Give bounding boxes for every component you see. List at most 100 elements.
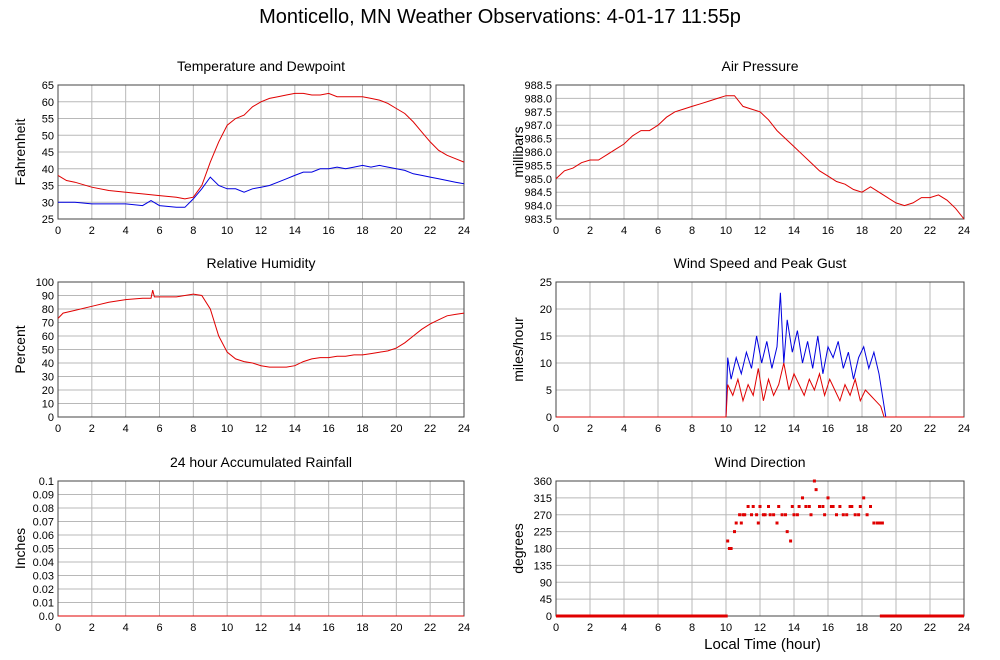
y-tick-label: 35 (42, 181, 54, 193)
y-tick-label: 90 (540, 577, 552, 589)
data-point (734, 521, 738, 525)
x-tick-label: 10 (720, 622, 732, 634)
data-point (758, 505, 762, 508)
y-tick-label: 60 (42, 331, 54, 343)
x-tick-label: 12 (255, 225, 267, 237)
x-tick-label: 10 (720, 423, 732, 435)
y-tick-label: 0.03 (33, 571, 54, 583)
data-point (726, 539, 730, 543)
x-tick-label: 0 (55, 622, 61, 634)
x-tick-label: 22 (924, 423, 936, 435)
y-tick-label: 0.1 (39, 476, 54, 488)
x-tick-label: 12 (754, 423, 766, 435)
chart-title: 24 hour Accumulated Rainfall (170, 454, 352, 470)
y-tick-label: 985.5 (524, 160, 552, 172)
y-tick-label: 30 (42, 197, 54, 209)
y-tick-label: 10 (42, 399, 54, 411)
x-tick-label: 2 (587, 423, 593, 435)
y-tick-label: 0 (48, 412, 54, 424)
plot-frame (555, 84, 965, 220)
x-tick-label: 22 (424, 622, 436, 634)
plot-frame (57, 281, 465, 418)
x-tick-label: 20 (890, 423, 902, 435)
x-tick-label: 0 (553, 225, 559, 237)
y-tick-label: 225 (534, 527, 552, 539)
x-tick-label: 16 (822, 225, 834, 237)
data-point (865, 513, 869, 517)
x-tick-label: 2 (587, 622, 593, 634)
x-tick-label: 6 (156, 225, 162, 237)
data-point (789, 539, 793, 543)
data-point (853, 513, 857, 517)
x-tick-label: 16 (822, 423, 834, 435)
y-tick-label: 270 (534, 510, 552, 522)
y-tick-label: 10 (540, 358, 552, 370)
y-axis-label: miles/hour (510, 317, 526, 382)
x-tick-label: 24 (458, 622, 470, 634)
data-point (739, 521, 743, 525)
y-tick-label: 20 (540, 304, 552, 316)
data-point (795, 513, 799, 517)
x-tick-label: 16 (323, 225, 335, 237)
data-point (743, 513, 747, 517)
data-point (823, 513, 827, 517)
data-point (751, 505, 755, 508)
x-tick-label: 8 (689, 423, 695, 435)
data-point (763, 513, 767, 517)
x-tick-label: 24 (458, 423, 470, 435)
y-tick-label: 984.5 (524, 187, 552, 199)
y-tick-label: 0 (546, 611, 552, 623)
y-tick-label: 983.5 (524, 214, 552, 226)
y-tick-label: 40 (42, 164, 54, 176)
x-tick-label: 18 (356, 423, 368, 435)
y-tick-label: 30 (42, 372, 54, 384)
x-tick-label: 16 (323, 423, 335, 435)
x-tick-label: 14 (788, 622, 800, 634)
x-tick-label: 14 (788, 225, 800, 237)
series-line-0 (555, 95, 965, 220)
data-point (738, 513, 742, 517)
x-tick-label: 8 (689, 622, 695, 634)
y-tick-label: 15 (540, 331, 552, 343)
x-tick-label: 12 (754, 622, 766, 634)
data-point (780, 513, 784, 517)
data-point (841, 513, 845, 517)
y-axis-label: degrees (510, 523, 526, 574)
chart-title: Wind Speed and Peak Gust (674, 255, 847, 271)
y-tick-label: 0.04 (33, 557, 54, 569)
data-point (862, 496, 866, 500)
plot-frame (555, 281, 965, 418)
y-tick-label: 988.0 (524, 93, 552, 105)
y-tick-label: 45 (42, 147, 54, 159)
x-tick-label: 6 (156, 423, 162, 435)
y-axis-label: millibars (510, 126, 526, 177)
data-point (792, 513, 796, 517)
y-tick-label: 45 (540, 594, 552, 606)
y-tick-label: 986.0 (524, 147, 552, 159)
y-tick-label: 50 (42, 345, 54, 357)
x-tick-label: 14 (788, 423, 800, 435)
data-point (768, 513, 772, 517)
data-point (818, 505, 821, 508)
x-tick-label: 18 (856, 225, 868, 237)
data-point (869, 505, 872, 508)
x-tick-label: 18 (356, 622, 368, 634)
data-point (801, 496, 804, 500)
x-tick-label: 24 (958, 423, 970, 435)
data-point (814, 488, 818, 492)
y-tick-label: 180 (534, 544, 552, 556)
data-point (797, 505, 801, 508)
y-tick-label: 0.06 (33, 530, 54, 542)
data-point (872, 521, 876, 525)
x-tick-label: 24 (958, 622, 970, 634)
x-tick-label: 14 (289, 225, 301, 237)
data-point (838, 505, 842, 508)
data-point (761, 513, 765, 517)
y-tick-label: 60 (42, 97, 54, 109)
x-tick-label: 4 (621, 423, 627, 435)
x-tick-label: 4 (123, 225, 129, 237)
y-tick-label: 0.07 (33, 517, 54, 529)
data-point (812, 479, 816, 483)
chart-title: Air Pressure (721, 58, 798, 74)
